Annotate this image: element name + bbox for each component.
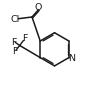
Text: O: O (35, 3, 42, 12)
Text: F: F (12, 47, 17, 56)
Text: Cl: Cl (10, 15, 20, 24)
Text: F: F (23, 34, 28, 43)
Text: N: N (68, 54, 75, 62)
Text: F: F (11, 38, 16, 47)
